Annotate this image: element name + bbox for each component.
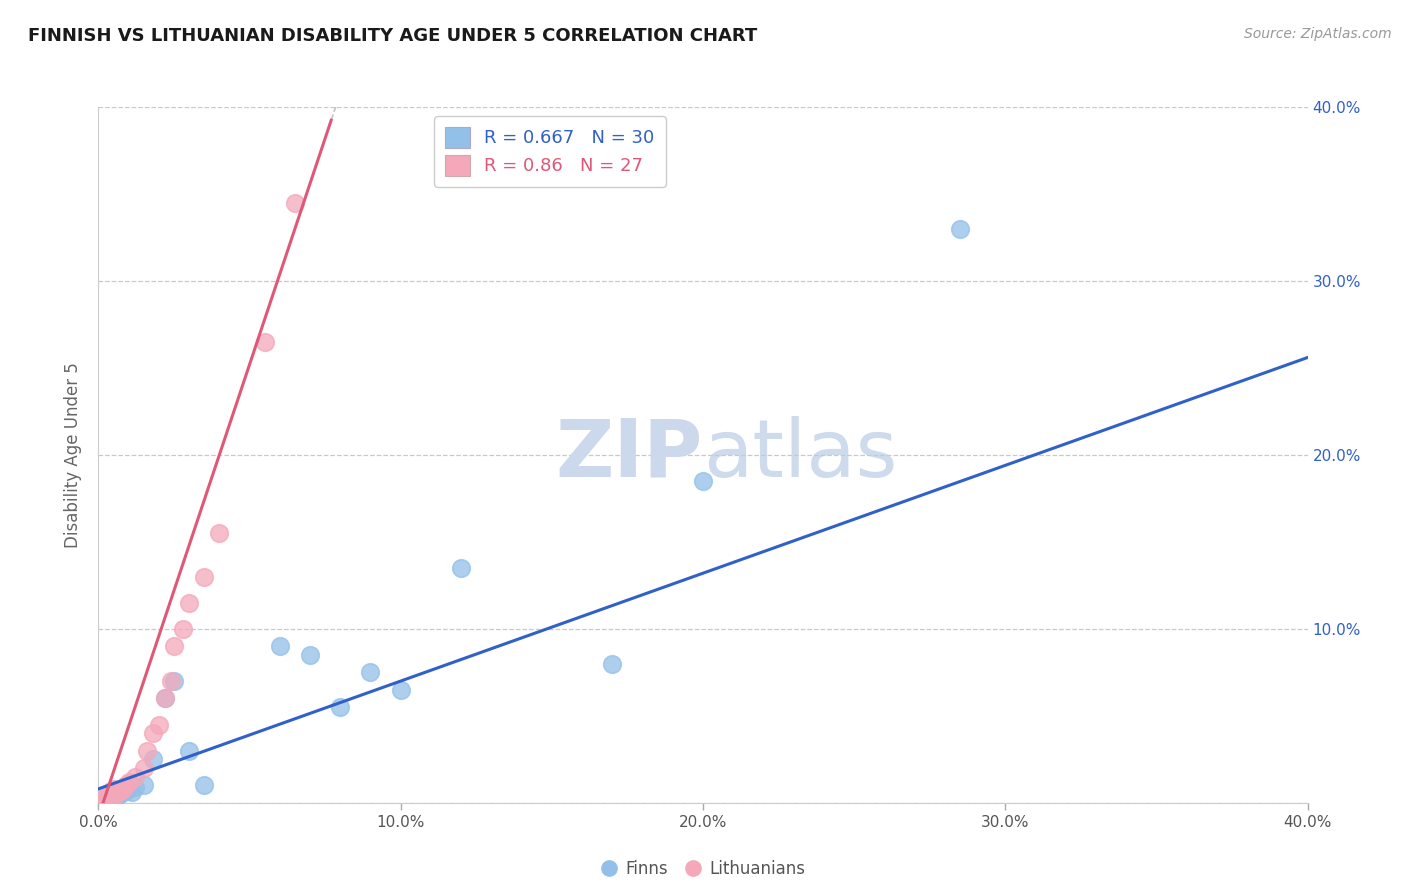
Point — [602, 657, 624, 671]
Legend: Finns, Lithuanians: Finns, Lithuanians — [593, 854, 813, 885]
Point — [103, 781, 125, 796]
Point — [114, 778, 136, 792]
Text: atlas: atlas — [703, 416, 897, 494]
Point — [284, 195, 307, 210]
Point — [124, 780, 146, 794]
Point — [124, 770, 146, 784]
Point — [193, 570, 215, 584]
Point — [93, 792, 115, 806]
Point — [111, 785, 134, 799]
Text: Source: ZipAtlas.com: Source: ZipAtlas.com — [1244, 27, 1392, 41]
Point — [949, 221, 972, 235]
Point — [269, 639, 291, 653]
Point — [100, 790, 122, 805]
Point — [208, 526, 231, 541]
Point — [450, 561, 472, 575]
Point — [142, 726, 165, 740]
Point — [114, 783, 136, 797]
Point — [100, 790, 122, 805]
Point — [118, 775, 141, 789]
Point — [103, 787, 125, 801]
Point — [329, 700, 352, 714]
Point — [163, 639, 186, 653]
Text: ZIP: ZIP — [555, 416, 703, 494]
Point — [96, 792, 118, 806]
Point — [105, 785, 128, 799]
Point — [299, 648, 322, 662]
Point — [360, 665, 382, 680]
Point — [253, 334, 276, 349]
Point — [105, 789, 128, 803]
Point — [96, 790, 118, 805]
Point — [153, 691, 176, 706]
Point — [108, 783, 131, 797]
Point — [90, 794, 112, 808]
Point — [100, 783, 122, 797]
Point — [132, 761, 155, 775]
Point — [692, 474, 714, 488]
Point — [172, 622, 194, 636]
Point — [103, 790, 125, 805]
Point — [148, 717, 170, 731]
Point — [96, 787, 118, 801]
Point — [90, 794, 112, 808]
Text: FINNISH VS LITHUANIAN DISABILITY AGE UNDER 5 CORRELATION CHART: FINNISH VS LITHUANIAN DISABILITY AGE UND… — [28, 27, 758, 45]
Point — [132, 778, 155, 792]
Point — [163, 674, 186, 689]
Point — [193, 778, 215, 792]
Y-axis label: Disability Age Under 5: Disability Age Under 5 — [65, 362, 83, 548]
Point — [103, 789, 125, 803]
Point — [121, 785, 143, 799]
Point — [389, 682, 412, 697]
Point — [118, 781, 141, 796]
Point — [179, 744, 201, 758]
Point — [93, 792, 115, 806]
Point — [108, 787, 131, 801]
Point — [105, 785, 128, 799]
Point — [100, 789, 122, 803]
Point — [142, 752, 165, 766]
Point — [179, 596, 201, 610]
Point — [111, 781, 134, 796]
Point — [160, 674, 183, 689]
Point — [135, 744, 157, 758]
Point — [153, 691, 176, 706]
